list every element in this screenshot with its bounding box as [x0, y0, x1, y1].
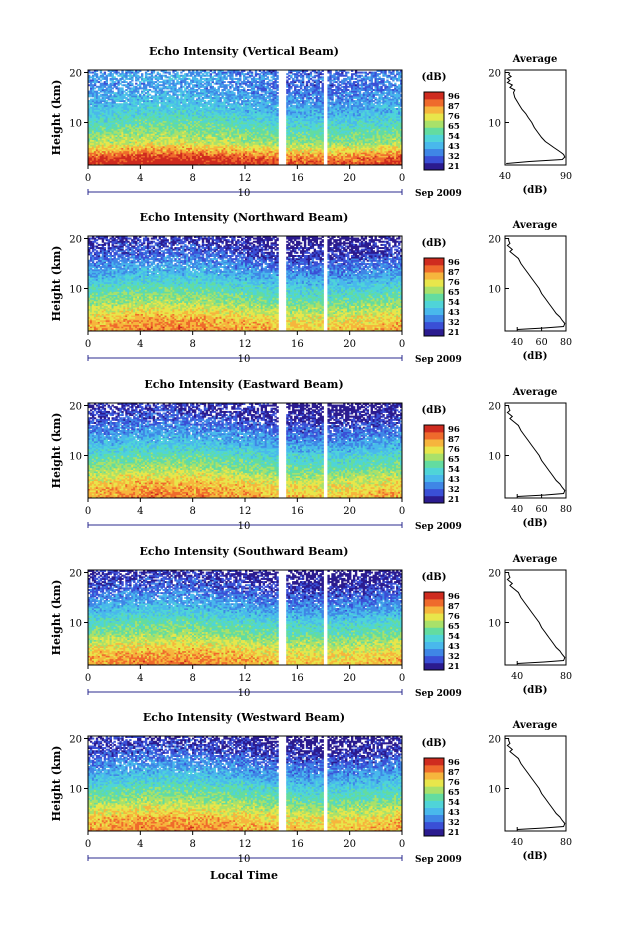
panel-title: Echo Intensity (Vertical Beam): [149, 45, 339, 58]
heatmap-cell: [231, 84, 233, 86]
heatmap-cell: [121, 87, 123, 89]
heatmap-cells: [88, 70, 402, 165]
heatmap-cell: [251, 72, 253, 74]
heatmap-cell: [176, 72, 178, 74]
local-time-label: Local Time: [210, 869, 278, 882]
heatmap-cell: [233, 92, 235, 94]
heatmap-cell: [168, 72, 170, 74]
heatmap-cell: [223, 81, 225, 83]
chart-panel: Echo Intensity (Vertical Beam)1020Height…: [50, 45, 572, 199]
heatmap-cell: [96, 73, 98, 75]
heatmap-cell: [104, 72, 106, 74]
heatmap-cell: [141, 73, 143, 75]
heatmap-cell: [243, 87, 245, 89]
heatmap-cell: [131, 83, 133, 85]
